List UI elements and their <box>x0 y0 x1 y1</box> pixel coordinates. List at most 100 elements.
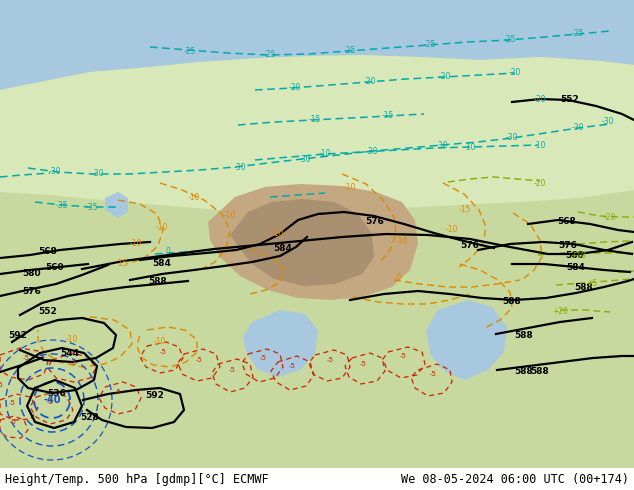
Text: -30: -30 <box>602 118 614 126</box>
Text: -5: -5 <box>70 360 77 366</box>
Text: 560: 560 <box>566 251 585 261</box>
Text: -35: -35 <box>56 200 68 210</box>
Text: -15: -15 <box>459 205 471 215</box>
Text: We 08-05-2024 06:00 UTC (00+174): We 08-05-2024 06:00 UTC (00+174) <box>401 472 629 486</box>
Text: -10: -10 <box>344 182 356 192</box>
Text: -30: -30 <box>234 163 246 172</box>
Text: -5: -5 <box>195 357 202 363</box>
Text: -25: -25 <box>344 47 356 55</box>
Text: 576: 576 <box>460 242 479 250</box>
Text: -30: -30 <box>534 96 547 104</box>
Text: -25: -25 <box>572 29 584 39</box>
Polygon shape <box>115 292 190 347</box>
Text: -30: -30 <box>436 141 448 149</box>
Text: -5: -5 <box>259 355 266 361</box>
Text: 588: 588 <box>574 284 593 293</box>
Text: 576: 576 <box>23 288 41 296</box>
Text: -10: -10 <box>534 141 546 149</box>
Polygon shape <box>180 293 278 424</box>
Text: -15: -15 <box>382 112 394 121</box>
Text: 580: 580 <box>23 270 41 278</box>
Text: -5: -5 <box>46 399 53 405</box>
Text: -10: -10 <box>446 225 458 235</box>
Polygon shape <box>0 55 634 468</box>
Text: 568: 568 <box>39 247 57 256</box>
Text: -5: -5 <box>394 272 402 281</box>
Text: -20: -20 <box>604 214 616 222</box>
Polygon shape <box>230 199 374 286</box>
Text: 552: 552 <box>560 96 579 104</box>
Text: 0: 0 <box>165 247 171 256</box>
Polygon shape <box>243 310 318 377</box>
Text: -20: -20 <box>364 77 376 87</box>
Text: 536: 536 <box>48 389 67 397</box>
Text: -30: -30 <box>299 154 311 164</box>
Text: 592: 592 <box>9 330 27 340</box>
Text: -30: -30 <box>49 168 61 176</box>
Text: -20: -20 <box>289 83 301 93</box>
Text: 588: 588 <box>515 368 533 376</box>
Text: -30: -30 <box>366 147 378 155</box>
Text: 544: 544 <box>60 349 79 359</box>
Text: -15: -15 <box>116 259 128 268</box>
Text: 576: 576 <box>366 218 384 226</box>
Text: -35: -35 <box>86 202 98 212</box>
Text: -5: -5 <box>229 367 235 373</box>
Polygon shape <box>0 0 634 468</box>
Text: -30: -30 <box>92 170 104 178</box>
Text: Height/Temp. 500 hPa [gdmp][°C] ECMWF: Height/Temp. 500 hPa [gdmp][°C] ECMWF <box>5 472 269 486</box>
Text: +5: +5 <box>586 278 598 288</box>
Polygon shape <box>208 184 418 300</box>
Text: 592: 592 <box>146 391 164 399</box>
Text: -10: -10 <box>464 143 476 151</box>
Text: -5: -5 <box>430 371 436 377</box>
Text: -5: -5 <box>10 419 16 425</box>
Polygon shape <box>0 55 634 212</box>
Text: 528: 528 <box>81 414 100 422</box>
Text: -5: -5 <box>160 349 167 355</box>
Text: +10: +10 <box>570 250 586 260</box>
Text: -5: -5 <box>399 353 406 359</box>
Text: +20: +20 <box>552 308 568 317</box>
Text: 588: 588 <box>531 368 550 376</box>
Text: 588: 588 <box>148 276 167 286</box>
Text: -10: -10 <box>188 193 200 201</box>
Text: -20: -20 <box>509 69 521 77</box>
Text: -10: -10 <box>272 229 284 239</box>
Text: -10: -10 <box>154 338 166 346</box>
Text: -30: -30 <box>572 123 585 132</box>
Text: 588: 588 <box>515 332 533 341</box>
Text: -10: -10 <box>396 238 408 246</box>
Text: -25: -25 <box>504 35 516 45</box>
Polygon shape <box>415 274 504 374</box>
Text: -30: -30 <box>506 133 518 143</box>
Text: -10: -10 <box>66 336 78 344</box>
Text: -5: -5 <box>359 361 366 367</box>
Text: -5: -5 <box>288 363 295 369</box>
Text: -25: -25 <box>184 48 196 56</box>
Text: 552: 552 <box>39 307 57 316</box>
Text: -25: -25 <box>424 41 436 49</box>
Text: -5: -5 <box>23 355 29 361</box>
Text: 588: 588 <box>503 297 521 307</box>
Text: -15: -15 <box>309 116 321 124</box>
Polygon shape <box>528 147 572 183</box>
Text: 576: 576 <box>559 242 578 250</box>
Text: -20: -20 <box>534 179 546 189</box>
Polygon shape <box>426 300 507 380</box>
Text: -5: -5 <box>327 357 333 363</box>
Text: 568: 568 <box>558 218 576 226</box>
Text: 584: 584 <box>567 263 585 271</box>
Text: -10: -10 <box>156 222 168 231</box>
Polygon shape <box>105 192 128 218</box>
Text: -5: -5 <box>9 400 15 406</box>
Text: -25: -25 <box>264 50 276 59</box>
Text: 584: 584 <box>273 245 292 253</box>
Text: -40: -40 <box>43 395 61 405</box>
Text: 584: 584 <box>153 259 171 268</box>
Text: -5: -5 <box>0 382 3 388</box>
Text: -10: -10 <box>319 149 331 158</box>
Text: -10: -10 <box>224 211 236 220</box>
Text: 560: 560 <box>46 264 64 272</box>
Text: -5: -5 <box>115 389 122 395</box>
